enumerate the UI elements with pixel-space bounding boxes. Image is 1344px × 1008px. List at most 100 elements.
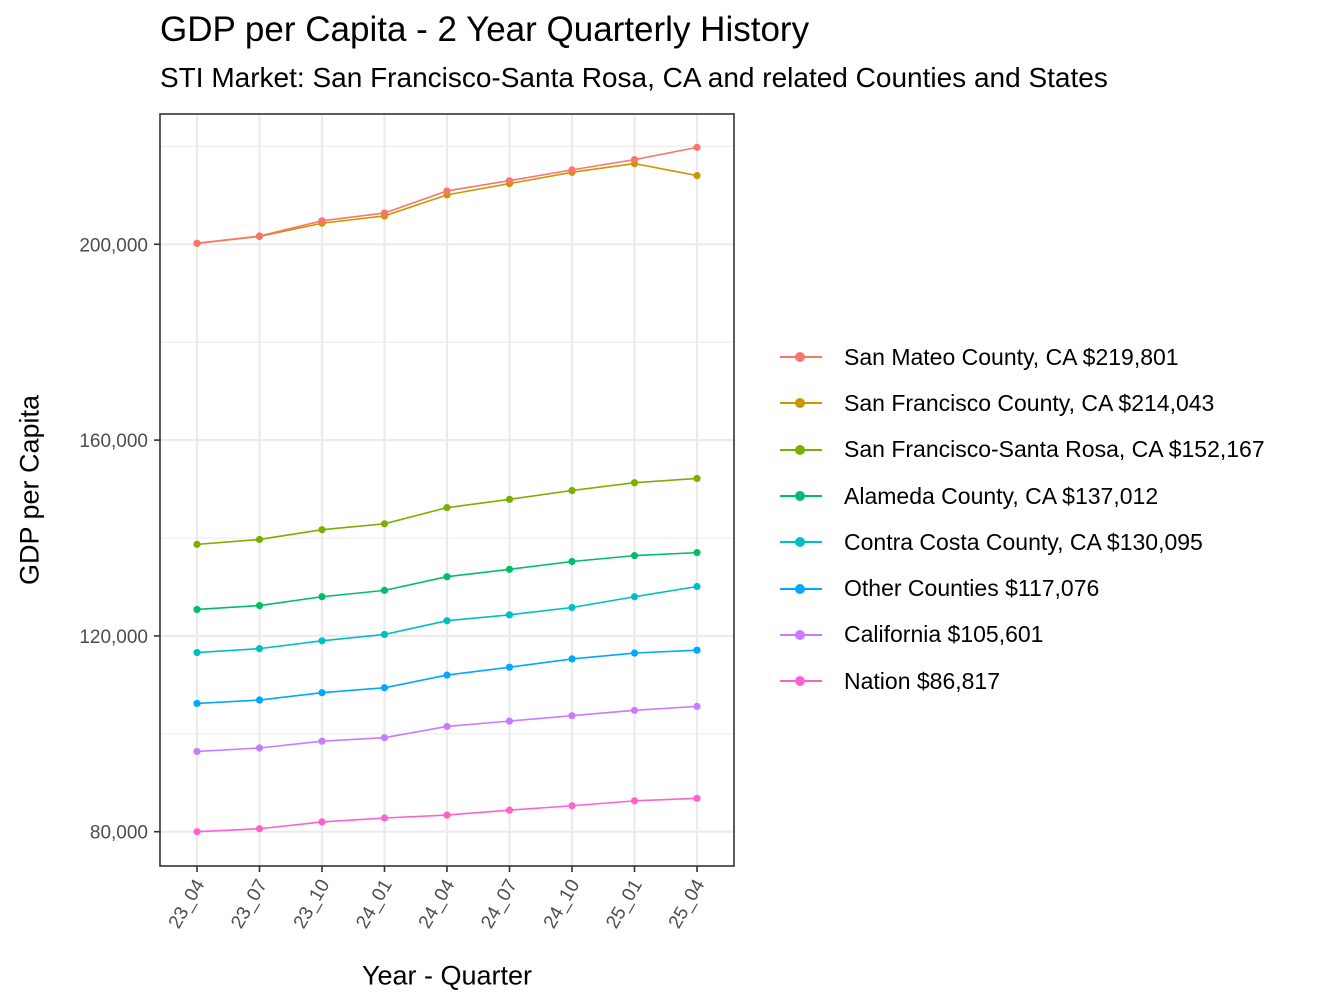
data-point [443, 617, 451, 625]
data-point [255, 825, 264, 833]
data-point [193, 605, 201, 614]
data-point [380, 209, 389, 217]
data-point [568, 557, 576, 566]
legend: San Mateo County, CA $219,801 San Francis… [776, 334, 1265, 704]
data-point [193, 747, 201, 756]
legend-item: California $105,601 [776, 612, 1265, 658]
data-point [318, 217, 326, 225]
legend-key-icon [776, 532, 826, 552]
data-point [568, 486, 576, 495]
series-california [193, 702, 701, 756]
data-point [443, 187, 451, 195]
data-point [693, 702, 701, 710]
series-san-francisco-santa-rosa-ca [193, 474, 701, 548]
data-point [568, 655, 576, 663]
data-point [505, 611, 514, 619]
data-point [630, 593, 639, 601]
legend-key-icon [776, 440, 826, 460]
data-point [568, 603, 576, 612]
data-point [693, 549, 701, 557]
legend-key-icon [776, 671, 826, 691]
data-point [318, 737, 326, 745]
data-point [380, 630, 389, 639]
data-point [255, 535, 264, 544]
x-tick-label: 24_07 [477, 876, 522, 932]
series-nation [193, 794, 701, 836]
data-point [630, 649, 639, 657]
data-point [193, 540, 201, 548]
data-point [255, 601, 264, 610]
data-point [443, 722, 451, 731]
y-tick-label: 160,000 [79, 431, 148, 452]
data-point [505, 565, 514, 573]
legend-label: Nation $86,817 [844, 667, 1001, 694]
series-contra-costa-county-ca [193, 582, 701, 657]
data-point [255, 696, 264, 704]
data-point [693, 171, 701, 180]
data-point [505, 806, 514, 814]
legend-label: San Francisco-Santa Rosa, CA $152,167 [844, 436, 1265, 463]
y-axis-label: GDP per Capita [14, 394, 45, 586]
legend-key-icon [776, 579, 826, 599]
data-point [380, 684, 389, 692]
data-point [193, 648, 201, 657]
data-point [318, 526, 326, 534]
series-lines [193, 143, 701, 836]
x-tick-label: 23_10 [290, 876, 335, 932]
data-point [443, 504, 451, 512]
x-tick-label: 24_10 [540, 876, 585, 932]
grid-lines [160, 114, 734, 866]
legend-key-icon [776, 347, 826, 367]
legend-label: San Mateo County, CA $219,801 [844, 343, 1179, 370]
data-point [693, 794, 701, 802]
legend-label: Contra Costa County, CA $130,095 [844, 528, 1203, 555]
legend-label: Alameda County, CA $137,012 [844, 482, 1159, 509]
data-point [255, 744, 264, 752]
legend-item: San Francisco-Santa Rosa, CA $152,167 [776, 427, 1265, 473]
data-point [568, 802, 576, 810]
chart-subtitle: STI Market: San Francisco-Santa Rosa, CA… [160, 62, 1108, 93]
data-point [318, 637, 326, 645]
legend-item: Other Counties $117,076 [776, 565, 1265, 611]
legend-key-icon [776, 625, 826, 645]
data-point [630, 552, 639, 560]
data-point [193, 239, 201, 247]
series-other-counties [193, 646, 701, 708]
data-point [505, 495, 514, 503]
y-tick-label: 200,000 [79, 235, 148, 256]
data-point [693, 474, 701, 483]
data-point [255, 232, 264, 240]
legend-item: San Mateo County, CA $219,801 [776, 334, 1265, 380]
data-point [380, 814, 389, 822]
data-point [443, 811, 451, 819]
legend-item: San Francisco County, CA $214,043 [776, 380, 1265, 426]
data-point [443, 573, 451, 581]
data-point [318, 689, 326, 697]
x-axis-label: Year - Quarter [361, 960, 533, 991]
x-tick-label: 24_04 [415, 876, 460, 933]
legend-key-icon [776, 393, 826, 413]
x-tick-label: 25_01 [602, 876, 647, 932]
legend-item: Contra Costa County, CA $130,095 [776, 519, 1265, 565]
series-san-mateo-county-ca [193, 143, 701, 247]
x-tick-label: 24_01 [352, 876, 397, 932]
data-point [193, 699, 201, 708]
data-point [568, 712, 576, 720]
legend-label: San Francisco County, CA $214,043 [844, 389, 1215, 416]
legend-item: Nation $86,817 [776, 658, 1265, 704]
series-alameda-county-ca [193, 549, 701, 614]
data-point [380, 520, 389, 528]
y-tick-label: 120,000 [79, 627, 148, 648]
data-point [318, 818, 326, 826]
data-point [630, 706, 639, 714]
x-tick-label: 25_04 [665, 876, 710, 933]
data-point [380, 586, 389, 594]
legend-item: Alameda County, CA $137,012 [776, 473, 1265, 519]
x-tick-label: 23_04 [165, 876, 210, 933]
legend-key-icon [776, 486, 826, 506]
data-point [443, 671, 451, 679]
chart-title: GDP per Capita - 2 Year Quarterly Histor… [160, 10, 810, 49]
data-point [193, 828, 201, 836]
data-point [505, 717, 514, 725]
